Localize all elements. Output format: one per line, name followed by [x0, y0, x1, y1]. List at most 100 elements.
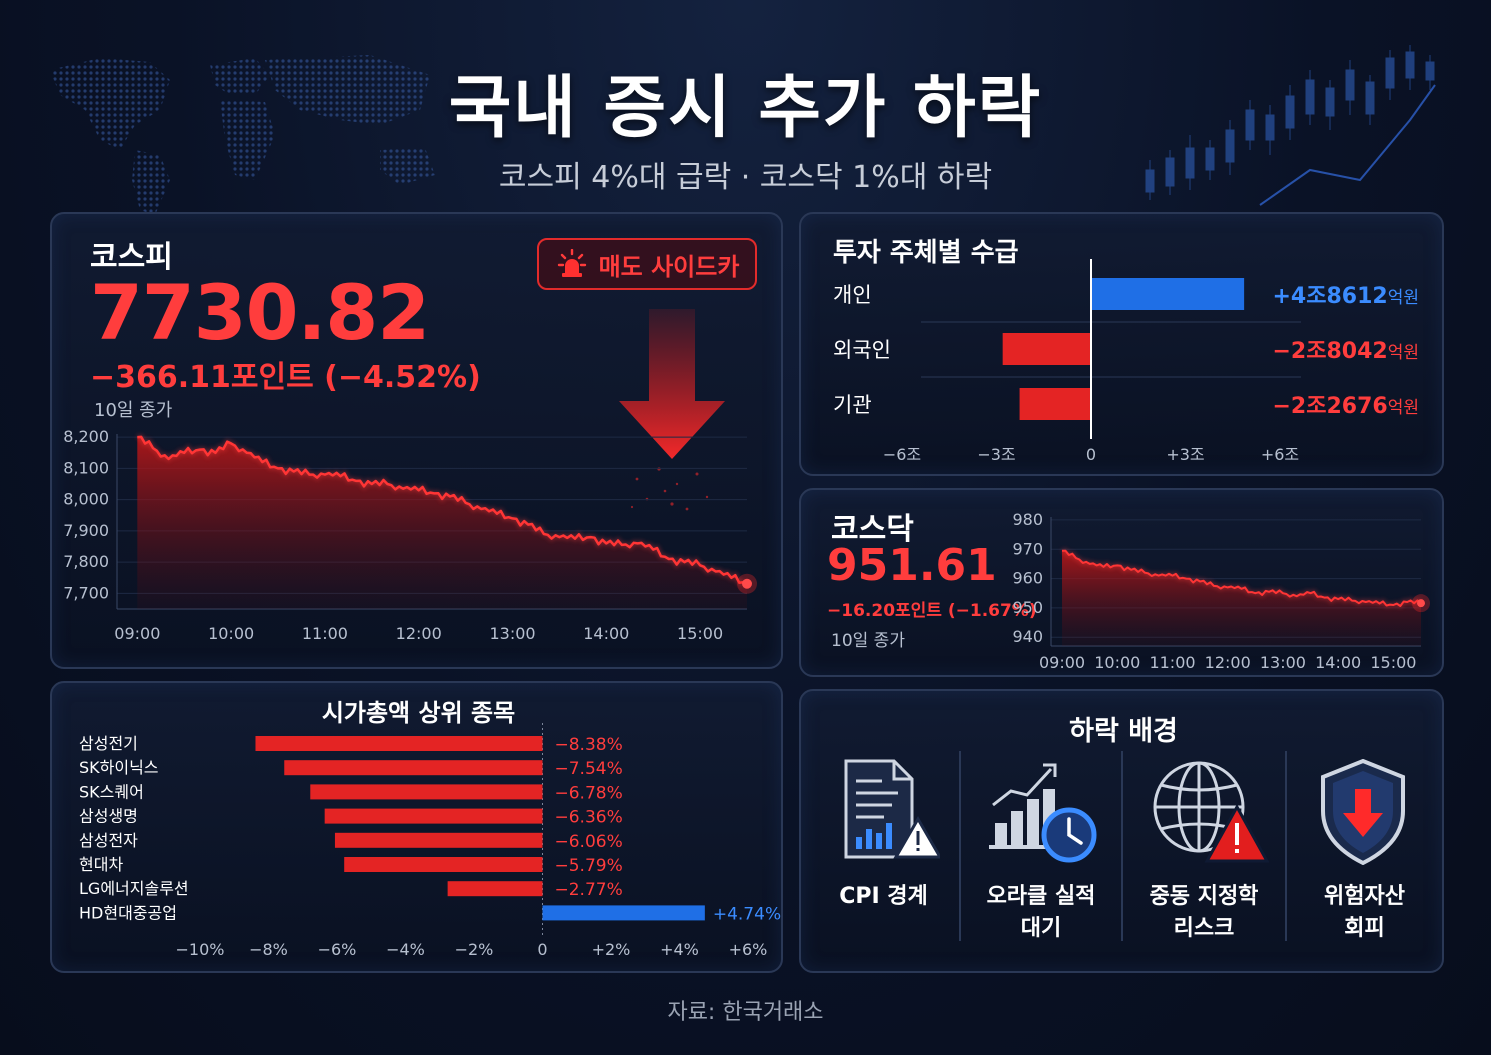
x-tick-label: 10:00 — [208, 624, 254, 643]
x-tick-label: +6조 — [1261, 445, 1299, 464]
x-tick-label: 15:00 — [1370, 653, 1416, 672]
kospi-value: 7730.82 — [90, 268, 430, 357]
reason-risk-off-label: 위험자산 회피 — [1287, 881, 1442, 945]
document-warning-icon — [844, 759, 940, 859]
x-tick-label: +3조 — [1166, 445, 1204, 464]
y-tick-label: 960 — [1012, 569, 1043, 588]
x-tick-label: 09:00 — [114, 624, 160, 643]
kosdaq-change: −16.20포인트 (−1.67%) — [827, 601, 1037, 621]
x-tick-label: +6% — [729, 940, 768, 959]
stock-bar — [542, 905, 705, 921]
y-tick-label: 940 — [1012, 627, 1043, 646]
x-tick-label: −3조 — [977, 445, 1015, 464]
stock-name: 삼성전기 — [79, 734, 138, 753]
stock-name: 현대차 — [79, 855, 123, 874]
investor-value-label: +4조8612억원 — [1273, 284, 1420, 309]
divider — [1285, 751, 1287, 941]
x-tick-label: 14:00 — [583, 624, 629, 643]
investor-unit: 억원 — [1388, 343, 1419, 363]
page-title: 국내 증시 추가 하락 — [448, 69, 1043, 148]
decline-reasons-panel: 하락 배경 CPI 경계 오라클 실적 대기 — [799, 689, 1444, 973]
stock-bar — [310, 784, 543, 800]
investor-bar — [1002, 333, 1091, 365]
series-area — [137, 436, 748, 609]
series-line — [1062, 549, 1422, 607]
reason-cpi-label: CPI 경계 — [806, 881, 961, 913]
x-tick-label: 0 — [1086, 445, 1096, 464]
x-tick-label: +4% — [660, 940, 699, 959]
investor-value-label: −2조2676억원 — [1273, 394, 1420, 419]
y-tick-label: 8,100 — [63, 458, 109, 477]
x-tick-label: 15:00 — [677, 624, 723, 643]
stock-name: SK하이닉스 — [79, 758, 159, 777]
stock-bar — [324, 808, 543, 824]
stock-name: 삼성생명 — [79, 807, 138, 826]
x-tick-label: 13:00 — [1260, 653, 1306, 672]
x-tick-label: 13:00 — [489, 624, 535, 643]
x-tick-label: −2% — [455, 940, 494, 959]
stock-change-label: −6.78% — [555, 783, 623, 803]
stock-bar — [334, 832, 543, 848]
stock-name: HD현대중공업 — [79, 903, 177, 922]
x-tick-label: 11:00 — [1149, 653, 1195, 672]
top-stocks-panel: 시가총액 상위 종목 삼성전기 −8.38% SK하이닉스 −7.54% SK스퀘어 −6… — [50, 681, 783, 973]
stock-change-label: −5.79% — [555, 856, 623, 876]
investor-bar — [1091, 278, 1245, 310]
stock-change-label: −8.38% — [555, 735, 623, 755]
series-line — [137, 435, 748, 585]
last-point — [742, 578, 752, 589]
divider — [1121, 751, 1123, 941]
y-tick-label: 7,800 — [63, 552, 109, 571]
stock-name: 삼성전자 — [79, 831, 138, 850]
y-tick-label: 950 — [1012, 598, 1043, 617]
investor-flow-title: 투자 주체별 수급 — [833, 238, 1019, 268]
world-map-decoration — [50, 55, 435, 215]
investor-unit: 억원 — [1388, 398, 1419, 418]
reason-middle-east: 중동 지정학 리스크 — [1123, 691, 1285, 961]
x-tick-label: 11:00 — [302, 624, 348, 643]
kosdaq-line-chart: 980 970 960 950 940 09:00 10:00 11:00 12:00 13:00… — [1012, 510, 1430, 672]
reason-label-line: CPI 경계 — [839, 884, 928, 909]
reason-risk-off: 위험자산 회피 — [1287, 691, 1442, 961]
data-source: 자료: 한국거래소 — [667, 1000, 824, 1025]
y-tick-label: 980 — [1012, 510, 1043, 529]
stock-name: LG에너지솔루션 — [79, 879, 189, 898]
x-tick-label: +2% — [592, 940, 631, 959]
reason-oracle-label: 오라클 실적 대기 — [961, 881, 1121, 945]
sell-sidecar-label: 매도 사이드카 — [598, 252, 740, 281]
investor-value-label: −2조8042억원 — [1273, 339, 1420, 364]
kosdaq-panel: 코스닥 951.61 −16.20포인트 (−1.67%) 10일 종가 980… — [799, 488, 1444, 677]
last-point — [1417, 599, 1425, 608]
shield-down-icon — [1321, 759, 1405, 865]
reason-cpi: CPI 경계 — [806, 691, 961, 961]
top-stocks-title: 시가총액 상위 종목 — [321, 699, 516, 727]
y-tick-label: 8,200 — [63, 427, 109, 446]
kosdaq-title: 코스닥 — [831, 512, 914, 547]
y-tick-label: 970 — [1012, 539, 1043, 558]
x-tick-label: 14:00 — [1315, 653, 1361, 672]
investor-unit: 억원 — [1388, 288, 1419, 308]
investor-label: 개인 — [833, 283, 872, 307]
investor-value: +4조8612 — [1273, 284, 1388, 309]
reason-label-line: 회피 — [1344, 916, 1385, 941]
x-tick-label: 09:00 — [1039, 653, 1085, 672]
stock-bar — [284, 760, 543, 776]
x-tick-label: −10% — [176, 940, 225, 959]
series-area — [1062, 550, 1421, 646]
kosdaq-value: 951.61 — [827, 540, 997, 591]
x-tick-label: 12:00 — [396, 624, 442, 643]
kospi-change: −366.11포인트 (−4.52%) — [90, 360, 481, 395]
x-tick-label: 10:00 — [1094, 653, 1140, 672]
stock-change-label: −7.54% — [555, 759, 623, 779]
page-subtitle: 코스피 4%대 급락 · 코스닥 1%대 하락 — [498, 160, 993, 195]
investor-label: 외국인 — [833, 338, 891, 362]
stock-name: SK스퀘어 — [79, 782, 144, 801]
candlestick-decoration — [1145, 45, 1436, 206]
sell-sidecar-badge: 매도 사이드카 — [537, 238, 757, 290]
reason-middle-east-label: 중동 지정학 리스크 — [1123, 881, 1285, 945]
x-tick-label: 12:00 — [1205, 653, 1251, 672]
x-tick-label: −6% — [318, 940, 357, 959]
stock-change-label: −6.36% — [555, 808, 623, 828]
globe-warning-icon — [1153, 761, 1269, 863]
